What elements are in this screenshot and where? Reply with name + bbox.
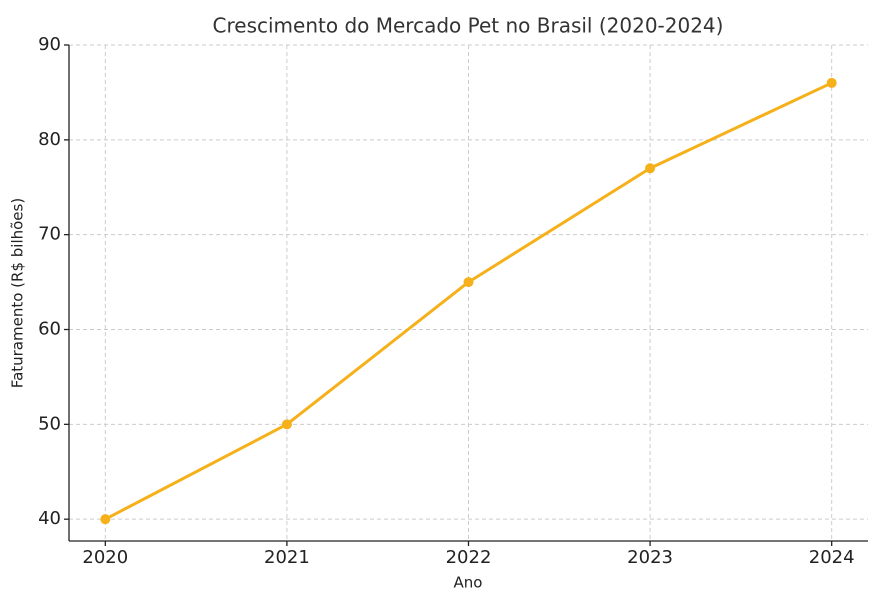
x-axis-label: Ano	[454, 574, 483, 592]
x-tick-label: 2024	[809, 547, 855, 568]
data-point	[100, 514, 111, 525]
data-point	[645, 163, 656, 174]
y-tick-label: 70	[38, 224, 61, 245]
x-tick-label: 2021	[264, 547, 310, 568]
grid	[69, 44, 868, 541]
y-tick-label: 40	[38, 508, 61, 529]
y-tick-label: 80	[38, 129, 61, 150]
y-tick-label: 60	[38, 319, 61, 340]
data-point	[281, 419, 292, 430]
chart-title: Crescimento do Mercado Pet no Brasil (20…	[213, 14, 724, 38]
y-tick-label: 50	[38, 413, 61, 434]
x-tick-label: 2022	[446, 547, 492, 568]
y-axis-label: Faturamento (R$ bilhões)	[9, 198, 27, 388]
data-point	[463, 277, 474, 288]
y-tick-label: 90	[38, 34, 61, 55]
data-point	[826, 77, 837, 88]
x-tick-label: 2020	[82, 547, 128, 568]
x-tick-label: 2023	[627, 547, 673, 568]
